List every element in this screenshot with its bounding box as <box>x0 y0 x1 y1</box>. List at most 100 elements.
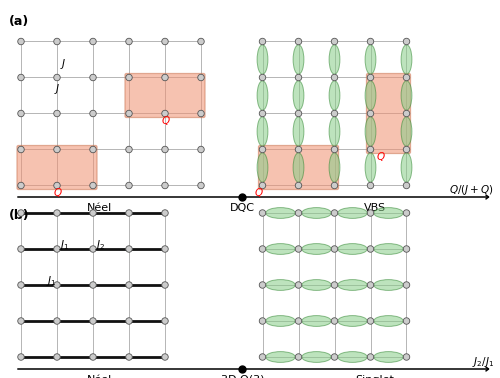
Circle shape <box>18 146 24 153</box>
Circle shape <box>18 38 24 45</box>
Ellipse shape <box>257 81 268 110</box>
Circle shape <box>295 282 302 288</box>
Circle shape <box>54 318 60 324</box>
Ellipse shape <box>374 280 404 290</box>
Circle shape <box>126 146 132 153</box>
Ellipse shape <box>266 208 296 218</box>
Circle shape <box>126 354 132 360</box>
Circle shape <box>90 318 96 324</box>
Circle shape <box>259 282 266 288</box>
Circle shape <box>90 110 96 117</box>
Ellipse shape <box>293 153 304 182</box>
Ellipse shape <box>293 117 304 146</box>
Circle shape <box>18 246 24 252</box>
Circle shape <box>259 38 266 45</box>
Circle shape <box>54 246 60 252</box>
Circle shape <box>295 146 302 153</box>
Ellipse shape <box>338 316 368 326</box>
FancyBboxPatch shape <box>366 73 410 153</box>
Circle shape <box>126 182 132 189</box>
Ellipse shape <box>302 316 332 326</box>
Circle shape <box>90 282 96 288</box>
Circle shape <box>198 110 204 117</box>
Circle shape <box>331 110 338 117</box>
Circle shape <box>162 38 168 45</box>
Ellipse shape <box>401 81 412 110</box>
Circle shape <box>259 146 266 153</box>
Ellipse shape <box>257 153 268 182</box>
Circle shape <box>367 38 374 45</box>
Circle shape <box>331 74 338 81</box>
Circle shape <box>403 318 409 324</box>
Circle shape <box>367 146 374 153</box>
Circle shape <box>18 318 24 324</box>
Circle shape <box>367 182 374 189</box>
Circle shape <box>331 246 338 252</box>
Text: $J_1$: $J_1$ <box>46 274 56 288</box>
Circle shape <box>90 354 96 360</box>
Circle shape <box>259 354 266 360</box>
Circle shape <box>126 246 132 252</box>
Circle shape <box>331 146 338 153</box>
Circle shape <box>367 318 374 324</box>
Ellipse shape <box>266 243 296 254</box>
Circle shape <box>367 354 374 360</box>
Ellipse shape <box>401 153 412 182</box>
FancyBboxPatch shape <box>258 146 338 189</box>
Ellipse shape <box>401 117 412 146</box>
Circle shape <box>162 74 168 81</box>
Circle shape <box>367 110 374 117</box>
Ellipse shape <box>293 81 304 110</box>
Circle shape <box>295 110 302 117</box>
Ellipse shape <box>401 45 412 74</box>
Text: Néel: Néel <box>88 203 112 213</box>
Text: $J_1$: $J_1$ <box>59 237 70 251</box>
Ellipse shape <box>365 81 376 110</box>
Circle shape <box>18 282 24 288</box>
Circle shape <box>18 110 24 117</box>
Ellipse shape <box>338 208 368 218</box>
Ellipse shape <box>365 153 376 182</box>
Circle shape <box>403 110 409 117</box>
Text: $Q$: $Q$ <box>376 150 385 164</box>
Circle shape <box>18 210 24 216</box>
Circle shape <box>162 182 168 189</box>
Ellipse shape <box>329 45 340 74</box>
Text: $Q$: $Q$ <box>161 115 171 127</box>
Circle shape <box>295 246 302 252</box>
Ellipse shape <box>374 352 404 363</box>
Circle shape <box>90 246 96 252</box>
Text: $Q$: $Q$ <box>53 186 63 200</box>
Circle shape <box>126 74 132 81</box>
Circle shape <box>18 354 24 360</box>
Ellipse shape <box>329 81 340 110</box>
Circle shape <box>198 182 204 189</box>
Text: DQC: DQC <box>230 203 255 213</box>
Circle shape <box>331 182 338 189</box>
Circle shape <box>126 282 132 288</box>
Text: $J_2$: $J_2$ <box>95 237 106 251</box>
Ellipse shape <box>257 45 268 74</box>
Ellipse shape <box>338 243 368 254</box>
Ellipse shape <box>338 280 368 290</box>
Circle shape <box>126 38 132 45</box>
Circle shape <box>367 246 374 252</box>
Circle shape <box>54 182 60 189</box>
Circle shape <box>162 246 168 252</box>
Circle shape <box>295 354 302 360</box>
Text: $J$: $J$ <box>60 57 66 71</box>
Circle shape <box>295 182 302 189</box>
Circle shape <box>54 282 60 288</box>
Ellipse shape <box>266 280 296 290</box>
Circle shape <box>54 38 60 45</box>
Circle shape <box>259 74 266 81</box>
Ellipse shape <box>302 280 332 290</box>
Circle shape <box>259 210 266 216</box>
Text: (a): (a) <box>9 15 29 28</box>
Ellipse shape <box>365 45 376 74</box>
Ellipse shape <box>329 117 340 146</box>
Circle shape <box>18 74 24 81</box>
Circle shape <box>295 318 302 324</box>
Circle shape <box>259 318 266 324</box>
Circle shape <box>403 146 409 153</box>
